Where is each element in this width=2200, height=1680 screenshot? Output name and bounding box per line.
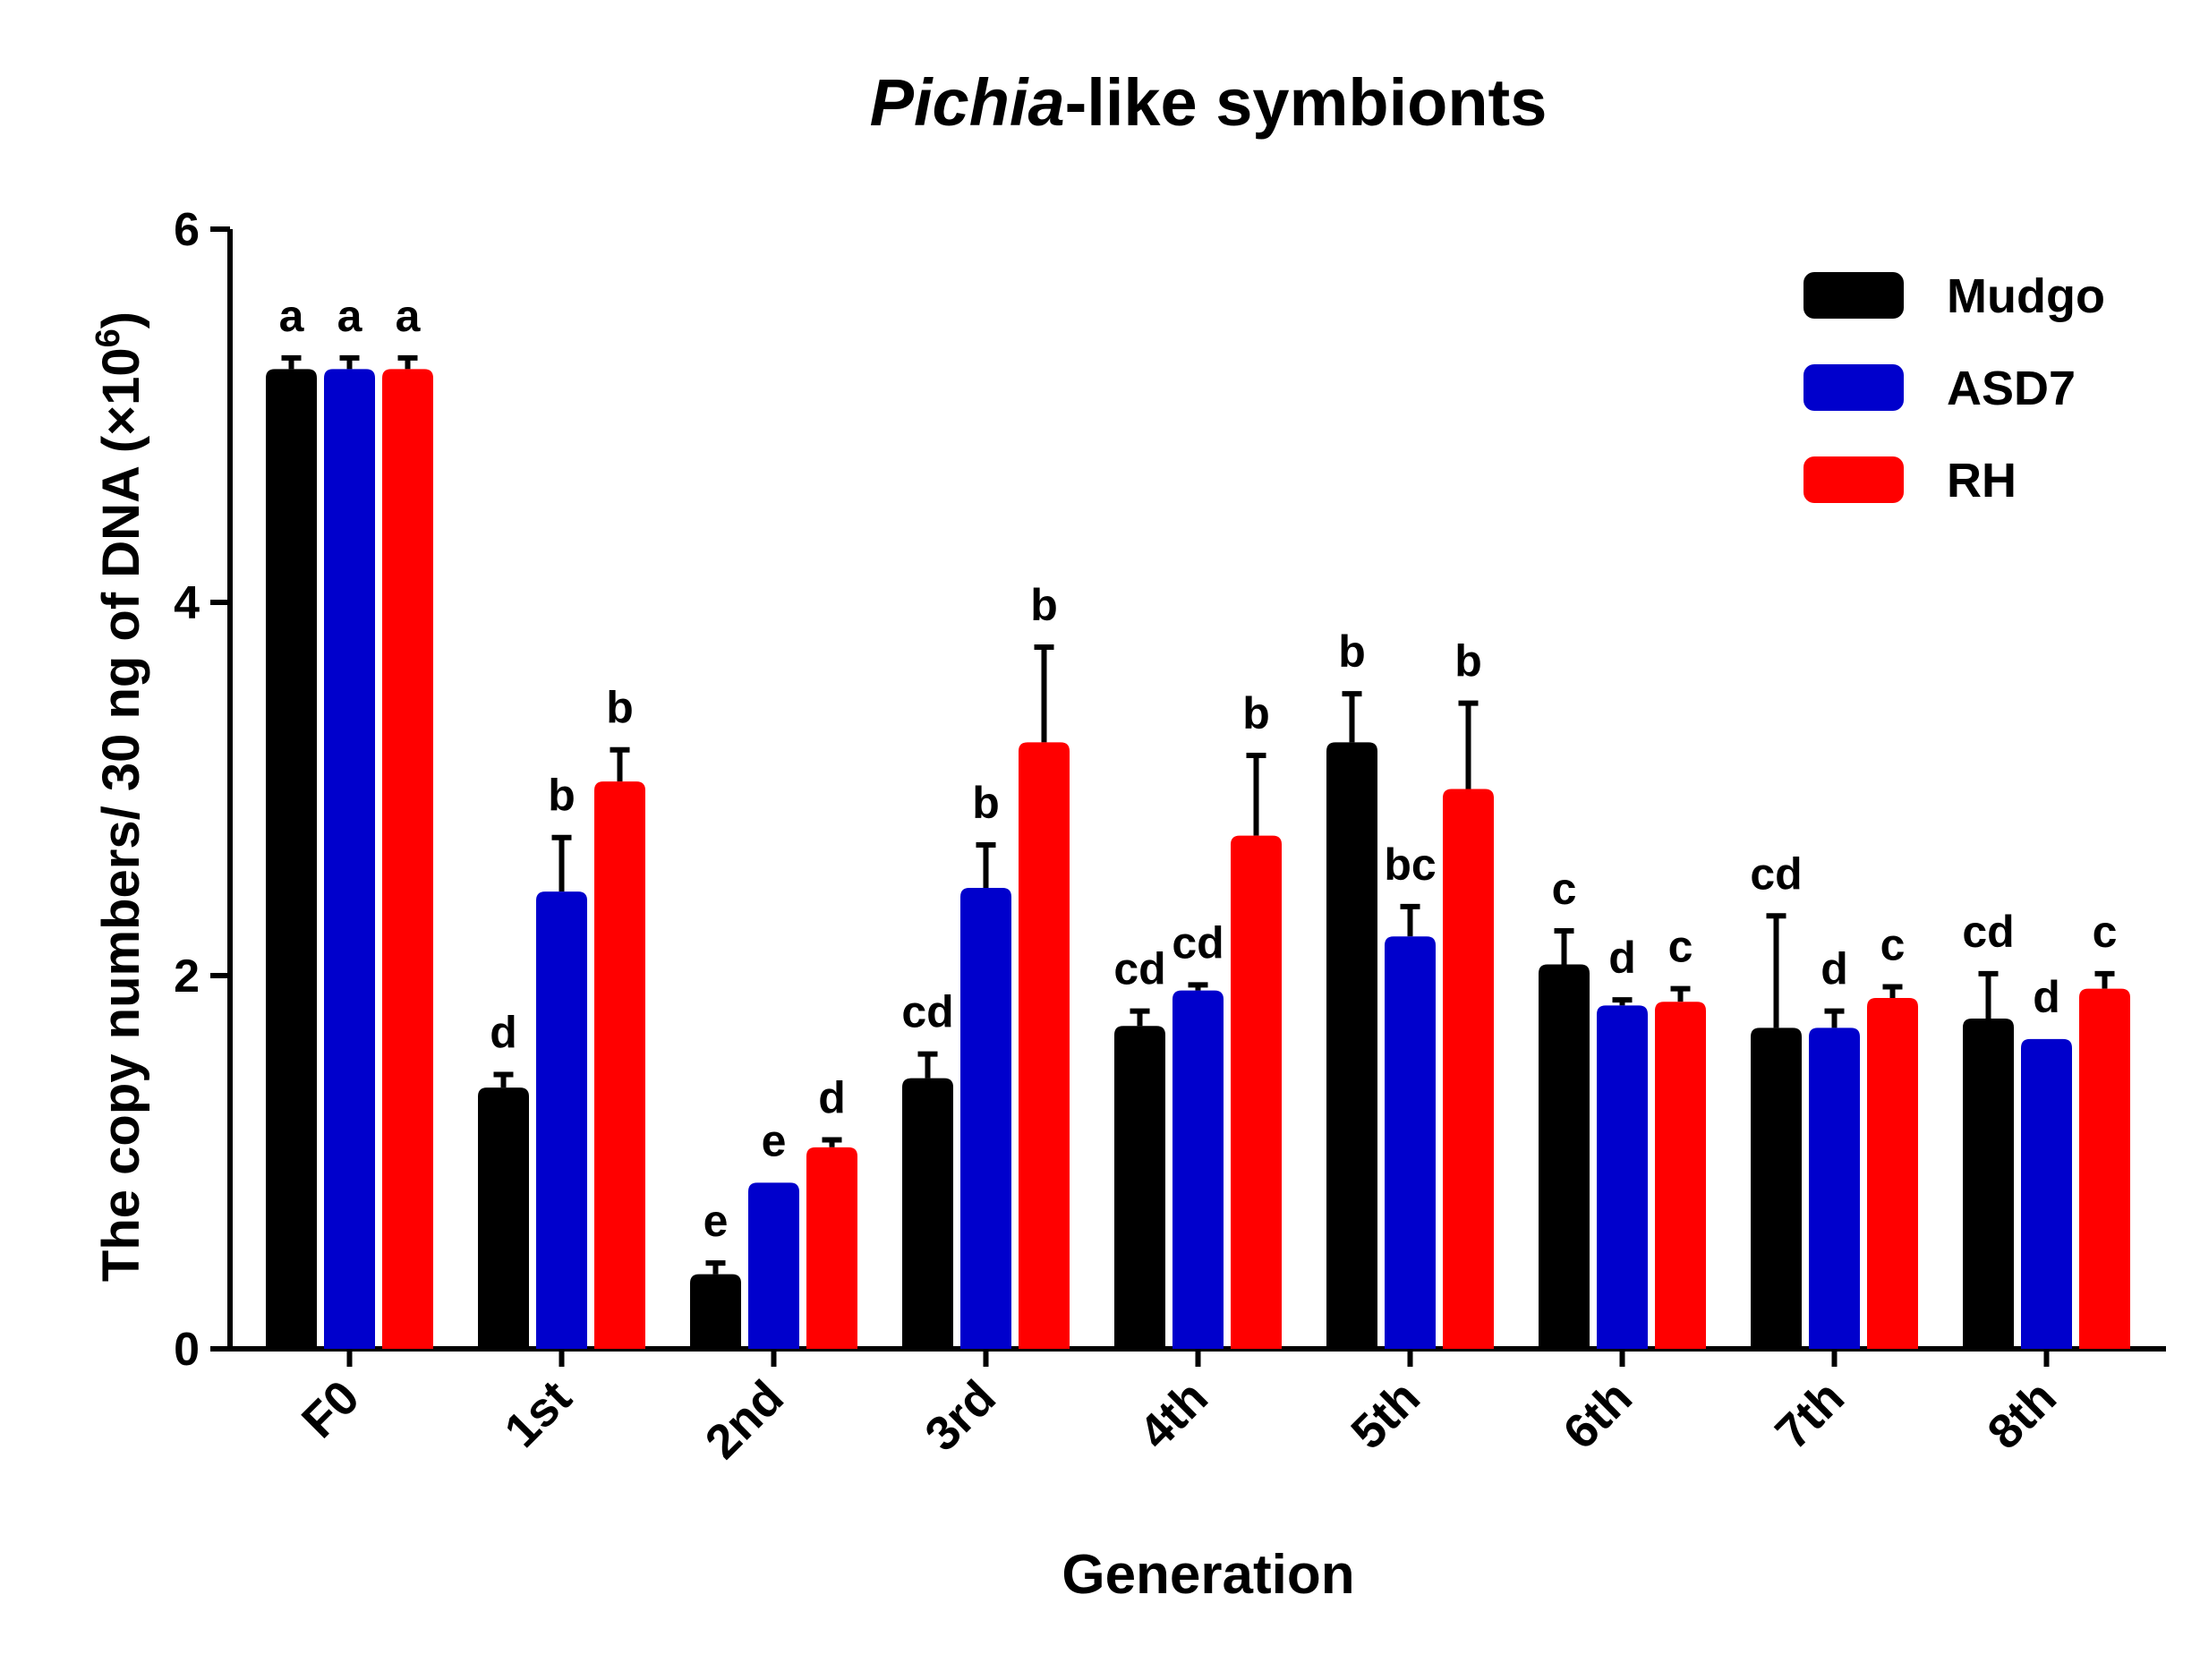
x-tick-label-7: 7th: [1765, 1370, 1855, 1460]
chart-title-italic: Pichia: [870, 65, 1065, 140]
bar-RH-7th: [1867, 998, 1918, 1349]
bar-ASD7-1st: [536, 891, 587, 1349]
significance-letter-Mudgo-2nd: e: [703, 1196, 729, 1246]
significance-letter-ASD7-5th: bc: [1384, 840, 1436, 890]
significance-letter-ASD7-1st: b: [548, 771, 576, 821]
significance-letter-ASD7-2nd: e: [762, 1115, 787, 1165]
significance-letter-Mudgo-1st: d: [490, 1008, 517, 1058]
significance-letter-RH-2nd: d: [818, 1072, 846, 1122]
significance-letter-RH-F0: a: [396, 291, 422, 341]
bar-ASD7-8th: [2021, 1038, 2072, 1349]
significance-letter-Mudgo-3rd: cd: [901, 987, 953, 1037]
x-tick-label-4: 4th: [1129, 1370, 1218, 1460]
significance-letter-RH-4th: b: [1242, 688, 1270, 738]
bar-Mudgo-8th: [1963, 1018, 2014, 1349]
bar-Mudgo-6th: [1539, 964, 1590, 1349]
bar-Mudgo-1st: [478, 1087, 529, 1349]
x-axis-label: Generation: [1062, 1544, 1354, 1606]
legend-swatch-Mudgo: [1803, 272, 1904, 319]
significance-letter-RH-3rd: b: [1030, 580, 1058, 630]
bar-Mudgo-3rd: [902, 1078, 953, 1349]
x-tick-label-1: 1st: [494, 1370, 582, 1458]
bar-ASD7-2nd: [748, 1182, 799, 1349]
bar-ASD7-4th: [1172, 990, 1224, 1349]
y-axis-label: The copy numbers/ 30 ng of DNA (×106): [90, 311, 150, 1282]
bar-RH-3rd: [1019, 742, 1070, 1349]
significance-letter-Mudgo-F0: a: [279, 291, 305, 341]
significance-letter-RH-7th: c: [1880, 920, 1906, 970]
bar-ASD7-5th: [1385, 936, 1436, 1349]
y-axis-label-main: The copy numbers/ 30 ng of DNA (×10: [92, 347, 150, 1282]
significance-letter-ASD7-7th: d: [1821, 944, 1848, 994]
significance-letter-Mudgo-7th: cd: [1750, 849, 1802, 899]
significance-letter-ASD7-6th: d: [1608, 933, 1636, 983]
bar-RH-6th: [1655, 1002, 1706, 1349]
chart-title-rest: -like symbionts: [1065, 65, 1548, 140]
bar-RH-1st: [594, 781, 645, 1349]
y-tick-label-0: 0: [174, 1324, 200, 1376]
significance-letter-Mudgo-6th: c: [1552, 864, 1577, 914]
legend: Mudgo ASD7 RH: [1803, 269, 2105, 507]
significance-letter-ASD7-3rd: b: [972, 778, 1000, 828]
bar-Mudgo-F0: [266, 369, 317, 1349]
significance-letter-ASD7-8th: d: [2033, 972, 2060, 1022]
significance-letter-ASD7-4th: cd: [1172, 917, 1224, 968]
y-axis-label-close: ): [92, 311, 150, 328]
y-axis-label-exponent: 6: [90, 328, 127, 347]
significance-letter-RH-1st: b: [606, 683, 634, 733]
legend-label-RH: RH: [1947, 454, 2017, 507]
y-tick-label-1: 2: [174, 951, 200, 1002]
legend-swatch-RH: [1803, 456, 1904, 503]
bar-Mudgo-7th: [1751, 1028, 1802, 1349]
legend-label-Mudgo: Mudgo: [1947, 269, 2105, 323]
bar-ASD7-F0: [324, 369, 375, 1349]
bar-ASD7-3rd: [960, 888, 1011, 1349]
chart-title: Pichia-like symbionts: [870, 65, 1548, 140]
significance-letter-RH-8th: c: [2093, 907, 2118, 957]
x-tick-label-2: 2nd: [695, 1370, 794, 1469]
x-tick-label-0: F0: [292, 1370, 370, 1448]
x-tick-label-3: 3rd: [915, 1370, 1006, 1462]
significance-letter-Mudgo-5th: b: [1338, 627, 1366, 677]
bar-Mudgo-5th: [1326, 742, 1377, 1349]
bar-RH-2nd: [806, 1147, 857, 1349]
legend-swatch-ASD7: [1803, 364, 1904, 411]
bar-Mudgo-4th: [1114, 1026, 1165, 1349]
significance-letter-ASD7-F0: a: [337, 291, 363, 341]
y-tick-label-2: 4: [174, 577, 200, 629]
bar-RH-5th: [1443, 789, 1494, 1349]
significance-letter-Mudgo-8th: cd: [1962, 907, 2014, 957]
significance-letter-RH-6th: c: [1668, 922, 1693, 972]
bar-RH-4th: [1231, 835, 1282, 1349]
x-tick-label-6: 6th: [1553, 1370, 1642, 1460]
bar-ASD7-7th: [1809, 1028, 1860, 1349]
x-tick-label-8: 8th: [1977, 1370, 2067, 1460]
bar-RH-F0: [382, 369, 433, 1349]
legend-label-ASD7: ASD7: [1947, 362, 2076, 415]
x-tick-label-5: 5th: [1341, 1370, 1430, 1460]
significance-letter-RH-5th: b: [1454, 636, 1482, 686]
significance-letter-Mudgo-4th: cd: [1113, 944, 1165, 994]
bar-RH-8th: [2079, 988, 2130, 1349]
y-tick-label-3: 6: [174, 204, 200, 256]
bar-Mudgo-2nd: [690, 1274, 741, 1349]
bar-ASD7-6th: [1597, 1005, 1648, 1349]
